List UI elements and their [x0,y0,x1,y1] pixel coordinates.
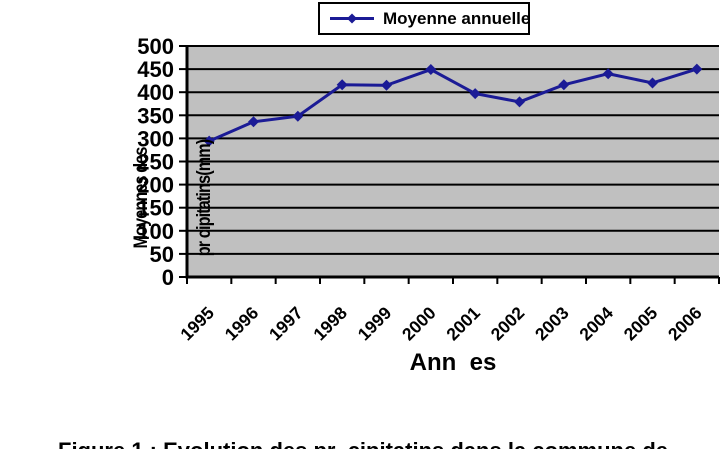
figure-caption: Figure 1 : Evolution des pr cipitatins d… [0,383,726,449]
y-tick-label: 150 [137,196,174,221]
figure-caption-line1: Figure 1 : Evolution des pr cipitatins d… [0,437,726,449]
y-tick-label: 250 [137,150,174,175]
data-line [208,67,698,143]
data-point [469,88,481,100]
data-point [602,68,614,80]
data-point [425,64,437,76]
data-point [248,116,259,128]
y-axis-title-line2: pr cipitatins(mm) [194,139,215,257]
y-tick-label: 0 [162,265,174,290]
y-axis-title: Moyennes des pr cipitatins(mm) [89,92,215,305]
y-tick-label: 50 [150,242,174,267]
data-point [381,79,392,91]
y-tick-label: 200 [137,173,174,198]
y-tick-label: 450 [137,57,174,82]
legend-line-marker-icon [330,13,374,24]
x-tick-label: 2004 [575,303,617,345]
y-tick-label: 350 [137,103,174,128]
data-point [292,110,304,122]
x-tick-label: 2006 [664,303,706,345]
legend-diamond-icon [347,13,357,24]
x-tick-label: 1998 [309,303,351,345]
data-point [647,77,658,89]
y-tick-label: 400 [137,80,174,105]
x-tick-label: 1995 [176,303,218,345]
y-axis-title-line1: Moyennes des [131,147,152,249]
x-tick-label: 1997 [265,303,307,345]
data-point [336,79,348,91]
data-point [203,135,215,147]
x-tick-label: 2000 [398,303,440,345]
legend-label: Moyenne annuelle [383,8,531,28]
x-tick-label: 2001 [442,303,484,345]
x-tick-label: 1999 [354,303,396,345]
x-tick-label: 1996 [221,303,263,345]
y-tick-label: 300 [137,126,174,151]
x-tick-label: 2002 [487,303,529,345]
x-tick-label: 2005 [620,303,662,345]
data-point [514,96,525,108]
y-tick-label: 100 [137,219,174,244]
x-tick-label: 2003 [531,303,573,345]
data-point [691,63,703,75]
data-point [558,79,570,91]
x-axis-title: Ann es [409,349,497,376]
y-tick-label: 500 [137,34,174,59]
legend: Moyenne annuelle [318,2,530,35]
